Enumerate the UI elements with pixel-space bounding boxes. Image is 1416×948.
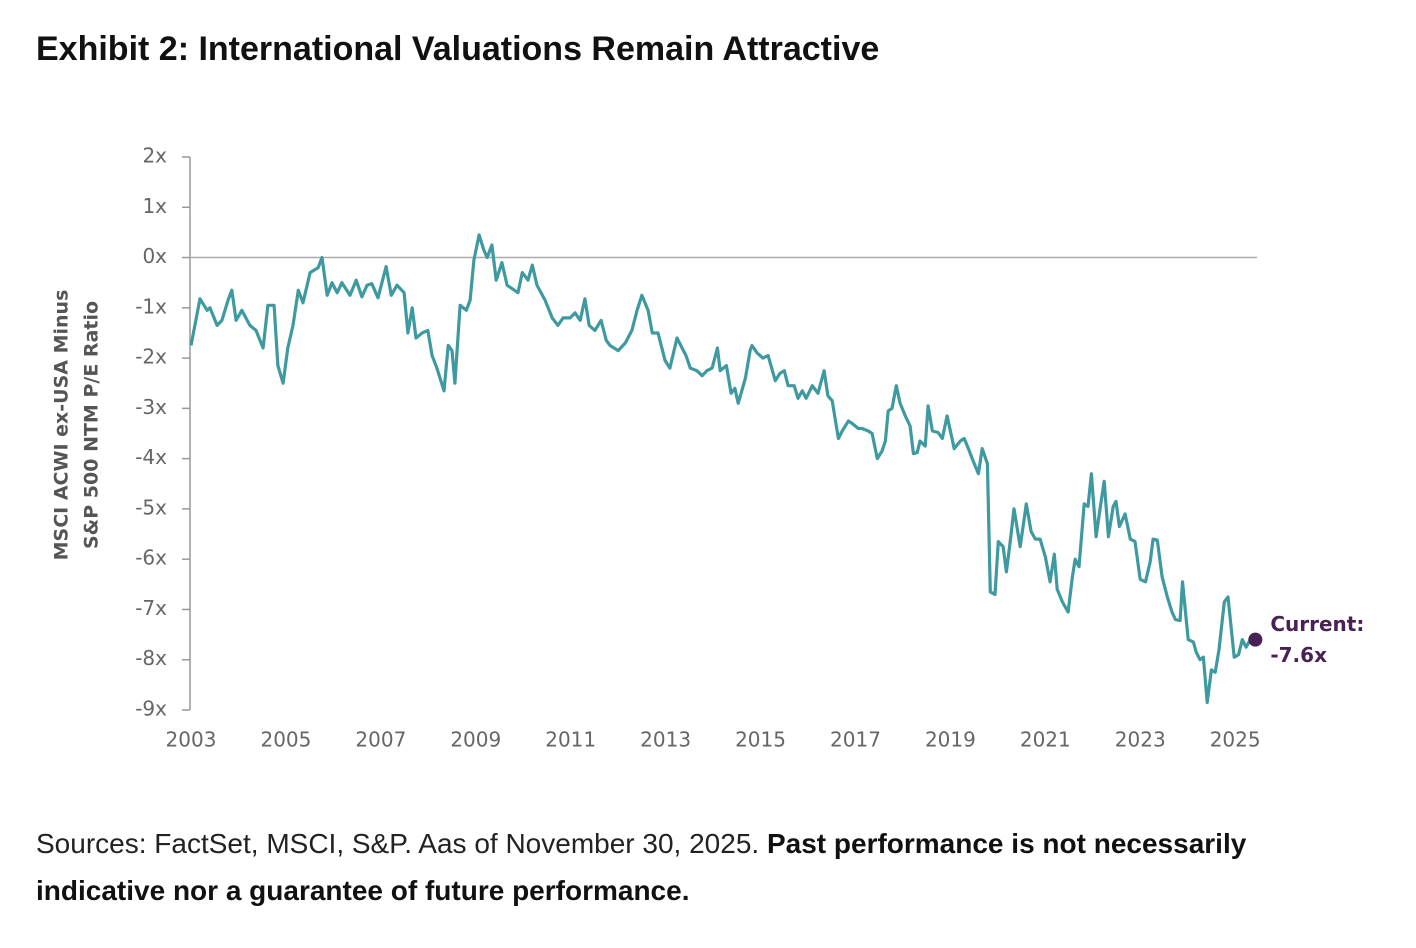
y-tick-label: -8x — [135, 646, 167, 670]
y-tick-label: -4x — [135, 445, 167, 469]
x-tick-label: 2003 — [166, 728, 217, 752]
current-label: Current: — [1270, 612, 1364, 636]
y-tick-label: 1x — [142, 194, 167, 218]
x-tick-label: 2005 — [260, 728, 311, 752]
current-dot — [1248, 632, 1263, 647]
footnote-text: Sources: FactSet, MSCI, S&P. Aas of Nove… — [36, 828, 760, 859]
y-tick-label: -9x — [135, 697, 167, 721]
footnote: Sources: FactSet, MSCI, S&P. Aas of Nove… — [36, 820, 1366, 914]
footnote-bold: Past performance is not necessarily indi… — [36, 828, 1247, 906]
x-tick-label: 2019 — [925, 728, 976, 752]
x-tick-label: 2011 — [545, 728, 596, 752]
y-tick-label: -5x — [135, 495, 167, 519]
x-tick-label: 2015 — [735, 728, 786, 752]
title: Exhibit 2: International Valuations Rema… — [36, 30, 880, 68]
x-tick-label: 2009 — [450, 728, 501, 752]
y-label-line: S&P 500 NTM P/E Ratio — [81, 301, 103, 549]
y-tick-label: 0x — [142, 244, 167, 268]
x-tick-label: 2017 — [830, 728, 881, 752]
y-axis-label: MSCI ACWI ex-USA Minus S&P 500 NTM P/E R… — [51, 290, 103, 561]
y-tick-label: -7x — [135, 596, 167, 620]
y-tick-label: -2x — [135, 345, 167, 369]
y-label-line: MSCI ACWI ex-USA Minus — [51, 290, 73, 561]
chart: MSCI ACWI ex-USA Minus S&P 500 NTM P/E R… — [51, 144, 1365, 752]
x-tick-label: 2023 — [1115, 728, 1166, 752]
current-value-label: -7.6x — [1270, 643, 1327, 667]
line — [189, 233, 1252, 705]
y-tick-label: 2x — [142, 144, 167, 168]
x-tick-label: 2021 — [1020, 728, 1071, 752]
x-tick-label: 2013 — [640, 728, 691, 752]
x-tick-label: 2007 — [355, 728, 406, 752]
y-tick-label: -6x — [135, 546, 167, 570]
x-tick-label: 2025 — [1210, 728, 1261, 752]
y-tick-label: -1x — [135, 294, 167, 318]
y-tick-label: -3x — [135, 395, 167, 419]
